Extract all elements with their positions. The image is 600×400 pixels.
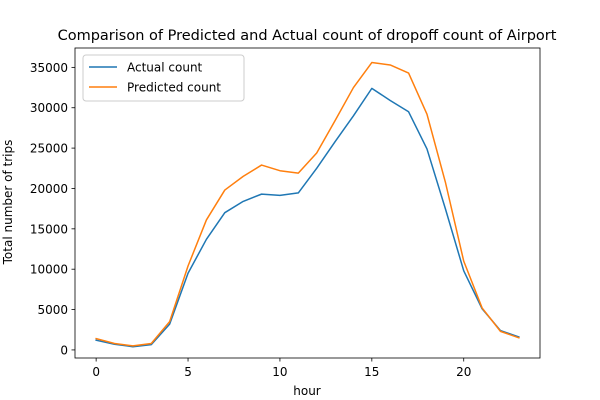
series-line-2	[95, 61, 520, 347]
x-tick-label: 5	[184, 365, 192, 379]
y-tick-label: 5000	[37, 303, 68, 317]
legend-box	[82, 54, 245, 102]
legend-label: Actual count	[127, 61, 203, 75]
y-tick-label: 30000	[30, 101, 68, 115]
y-tick-label: 20000	[30, 182, 68, 196]
x-axis-title: hour	[293, 384, 321, 398]
y-tick-label: 15000	[30, 222, 68, 236]
y-tick-label: 35000	[30, 61, 68, 75]
x-tick-label: 20	[456, 365, 471, 379]
y-tick-label: 10000	[30, 263, 68, 277]
chart-title: Comparison of Predicted and Actual count…	[58, 28, 557, 44]
y-tick-label: 0	[60, 343, 68, 357]
axes-frame	[74, 47, 541, 359]
x-tick-label: 10	[272, 365, 287, 379]
series-line-1	[95, 87, 520, 348]
legend-label: Predicted count	[127, 81, 221, 95]
x-tick-label: 15	[364, 365, 379, 379]
y-tick-label: 25000	[30, 142, 68, 156]
y-axis-title: Total number of trips	[1, 140, 15, 266]
x-tick-label: 0	[92, 365, 100, 379]
plot-area: 0 5 10 15 20 0 5000 10000 15000 20000 25000 30000 35…	[30, 47, 541, 379]
